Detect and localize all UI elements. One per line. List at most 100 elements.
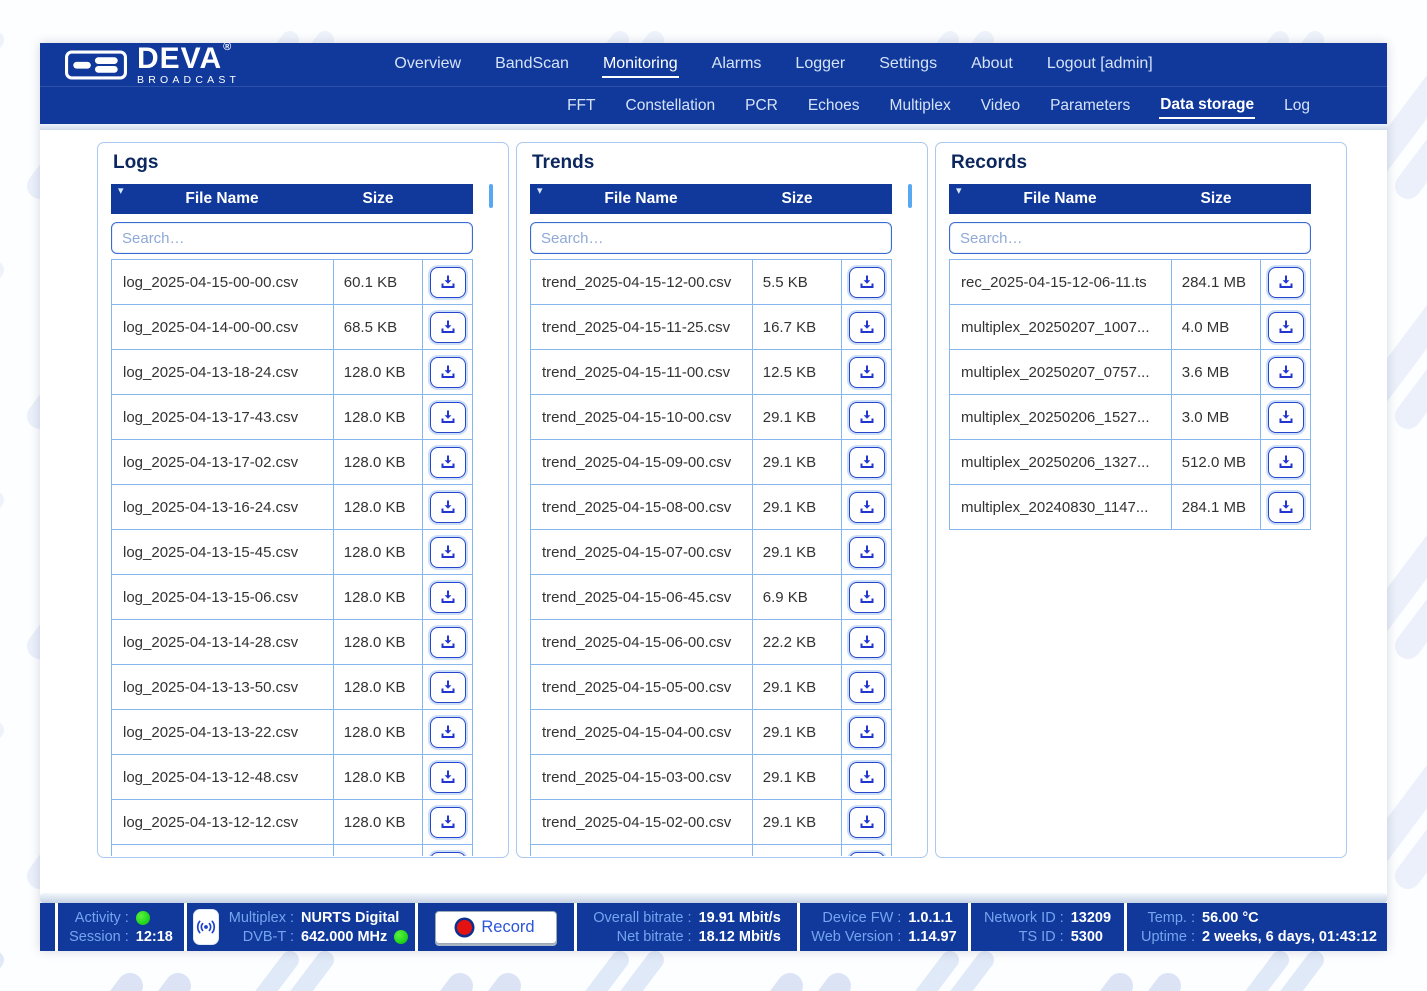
sort-arrow-icon[interactable]: ▾	[956, 185, 962, 197]
file-size-cell: 16.7 KB	[751, 305, 842, 349]
net-bitrate-label: Net bitrate :	[616, 928, 692, 945]
download-button[interactable]	[429, 671, 466, 703]
sort-arrow-icon[interactable]: ▾	[537, 185, 543, 197]
search-input[interactable]	[111, 222, 473, 254]
scrollbar-thumb[interactable]	[908, 184, 912, 208]
download-button[interactable]	[1267, 311, 1304, 343]
nav-item-fft[interactable]: FFT	[567, 96, 596, 114]
table-row: trend_2025-04-15-06-00.csv 22.2 KB	[531, 620, 891, 665]
download-button[interactable]	[429, 806, 466, 838]
download-icon	[441, 410, 455, 423]
download-button[interactable]	[848, 851, 885, 856]
file-size-cell: 512.0 MB	[1170, 440, 1261, 484]
column-header-size[interactable]: Size	[781, 190, 813, 207]
download-button[interactable]	[429, 761, 466, 793]
download-button[interactable]	[848, 536, 885, 568]
ts-id-label: TS ID :	[1018, 928, 1064, 945]
download-button[interactable]	[429, 446, 466, 478]
deva-logo-text: DEVA ® BROADCAST	[137, 41, 240, 86]
search-input[interactable]	[530, 222, 892, 254]
download-button[interactable]	[429, 401, 466, 433]
session-value: 12:18	[135, 928, 173, 945]
download-button[interactable]	[429, 626, 466, 658]
download-button[interactable]	[848, 401, 885, 433]
download-button[interactable]	[848, 266, 885, 298]
actions-cell	[422, 620, 472, 664]
table-row: trend_2025-04-15-11-25.csv 16.7 KB	[531, 305, 891, 350]
file-name-cell	[112, 845, 333, 856]
actions-cell	[841, 350, 891, 394]
download-button[interactable]	[1267, 356, 1304, 388]
nav-item-pcr[interactable]: PCR	[745, 96, 778, 114]
column-header-file-name[interactable]: File Name	[604, 190, 678, 207]
download-button[interactable]	[848, 311, 885, 343]
download-button[interactable]	[1267, 401, 1304, 433]
download-button[interactable]	[848, 446, 885, 478]
download-button[interactable]	[1267, 266, 1304, 298]
column-header-file-name[interactable]: File Name	[1023, 190, 1097, 207]
nav-item-echoes[interactable]: Echoes	[807, 96, 860, 114]
file-name-cell: trend_2025-04-15-05-00.csv	[542, 678, 732, 696]
nav-item-bandscan[interactable]: BandScan	[495, 54, 569, 72]
file-table: log_2025-04-15-00-00.csv 60.1 KB log_2025-…	[111, 259, 473, 856]
download-button[interactable]	[429, 716, 466, 748]
record-button[interactable]: Record	[435, 910, 557, 944]
nav-item-overview[interactable]: Overview	[394, 54, 462, 72]
download-button[interactable]	[1267, 491, 1304, 523]
panel-title: Trends	[532, 152, 595, 173]
file-size-cell: 284.1 MB	[1170, 485, 1261, 529]
download-icon	[1279, 365, 1293, 378]
nav-item-logger[interactable]: Logger	[795, 54, 846, 72]
download-button[interactable]	[848, 806, 885, 838]
actions-cell	[1260, 440, 1310, 484]
deva-logo-mark	[65, 50, 127, 79]
web-version-label: Web Version :	[811, 928, 902, 945]
download-button[interactable]	[429, 356, 466, 388]
download-button[interactable]	[429, 311, 466, 343]
download-button[interactable]	[1267, 446, 1304, 478]
download-button[interactable]	[429, 581, 466, 613]
nav-item-multiplex[interactable]: Multiplex	[889, 96, 951, 114]
table-row: multiplex_20250207_0757... 3.6 MB	[950, 350, 1310, 395]
download-button[interactable]	[848, 761, 885, 793]
file-size-cell: 68.5 KB	[332, 305, 423, 349]
table-header: ▾ File Name Size	[111, 184, 473, 214]
download-button[interactable]	[429, 851, 466, 856]
table-row: log_2025-04-13-15-06.csv 128.0 KB	[112, 575, 472, 620]
download-button[interactable]	[848, 356, 885, 388]
nav-item-logout-admin[interactable]: Logout [admin]	[1046, 54, 1153, 72]
status-section-record: Record	[418, 903, 574, 951]
deva-logo[interactable]: DEVA ® BROADCAST	[65, 41, 240, 86]
column-header-file-name[interactable]: File Name	[185, 190, 259, 207]
nav-item-constellation[interactable]: Constellation	[625, 96, 716, 114]
sort-arrow-icon[interactable]: ▾	[118, 185, 124, 197]
search-input[interactable]	[949, 222, 1311, 254]
nav-item-data-storage[interactable]: Data storage	[1159, 93, 1256, 119]
nav-item-video[interactable]: Video	[980, 96, 1021, 114]
download-button[interactable]	[429, 536, 466, 568]
file-name-cell: log_2025-04-13-13-22.csv	[123, 723, 299, 741]
scrollbar-thumb[interactable]	[489, 184, 493, 208]
activity-label: Activity :	[74, 909, 129, 926]
nav-item-about[interactable]: About	[971, 54, 1013, 72]
download-button[interactable]	[848, 491, 885, 523]
nav-item-log[interactable]: Log	[1284, 96, 1310, 114]
download-button[interactable]	[429, 266, 466, 298]
table-row: log_2025-04-13-13-22.csv 128.0 KB	[112, 710, 472, 755]
column-header-size[interactable]: Size	[362, 190, 394, 207]
download-button[interactable]	[429, 491, 466, 523]
nav-item-parameters[interactable]: Parameters	[1050, 96, 1131, 114]
actions-cell	[841, 305, 891, 349]
download-button[interactable]	[848, 716, 885, 748]
download-button[interactable]	[848, 671, 885, 703]
panel-trends: Trends ▾ File Name Size trend_2025-04-15…	[516, 142, 928, 858]
nav-item-settings[interactable]: Settings	[879, 54, 938, 72]
column-header-size[interactable]: Size	[1200, 190, 1232, 207]
nav-item-alarms[interactable]: Alarms	[711, 54, 762, 72]
download-button[interactable]	[848, 581, 885, 613]
download-button[interactable]	[848, 626, 885, 658]
session-label: Session :	[69, 928, 129, 945]
file-size-cell: 29.1 KB	[751, 710, 842, 754]
file-name-cell: log_2025-04-14-00-00.csv	[123, 318, 299, 336]
nav-item-monitoring[interactable]: Monitoring	[601, 52, 679, 78]
